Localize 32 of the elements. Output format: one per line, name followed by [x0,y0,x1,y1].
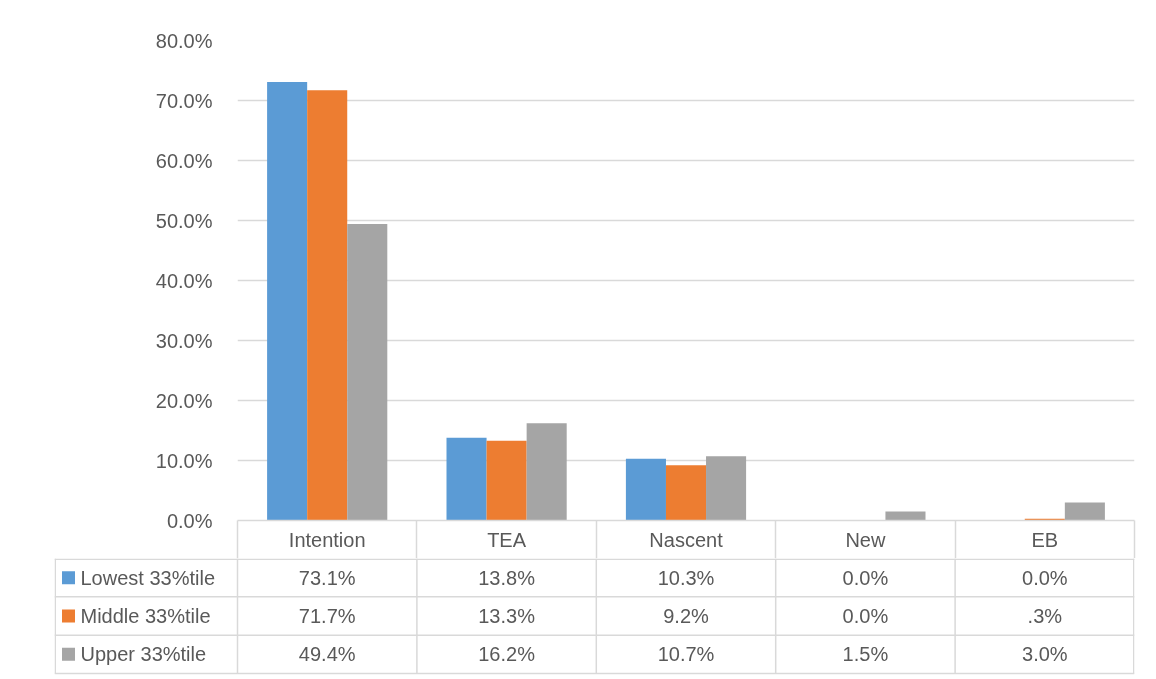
x-tick-label: New [845,528,886,551]
y-tick-label: 70.0% [155,89,213,112]
legend-label: Middle 33%tile [80,605,211,627]
x-tick-label: EB [1031,528,1059,551]
data-label: 13.3% [478,605,536,627]
legend-label: Upper 33%tile [80,643,207,666]
data-label: 9.2% [663,605,710,627]
y-tick-label: 30.0% [155,329,213,352]
data-label: 0.0% [1022,566,1068,589]
data-label: 71.7% [298,605,356,627]
y-tick-label: 40.0% [155,269,213,292]
data-label: .3% [1027,605,1063,627]
y-tick-label: 10.0% [155,449,213,472]
x-tick-label: Intention [288,528,366,551]
y-tick-label: 60.0% [155,149,213,172]
data-label: 0.0% [842,566,889,589]
data-label: 73.1% [298,566,356,589]
data-label: 3.0% [1022,643,1068,666]
data-label: 1.5% [842,643,889,666]
data-label: 16.2% [478,643,536,666]
data-label: 0.0% [842,605,889,627]
y-tick-label: 80.0% [155,29,213,52]
legend-label: Lowest 33%tile [80,566,216,589]
x-tick-label: Nascent [649,528,724,551]
y-tick-label: 0.0% [166,509,213,532]
data-label: 13.8% [478,566,536,589]
x-tick-label: TEA [487,528,527,551]
data-label: 10.3% [657,566,715,589]
data-label: 49.4% [298,643,356,666]
y-tick-label: 50.0% [155,209,213,232]
y-tick-label: 20.0% [155,389,213,412]
data-label: 10.7% [657,643,715,666]
